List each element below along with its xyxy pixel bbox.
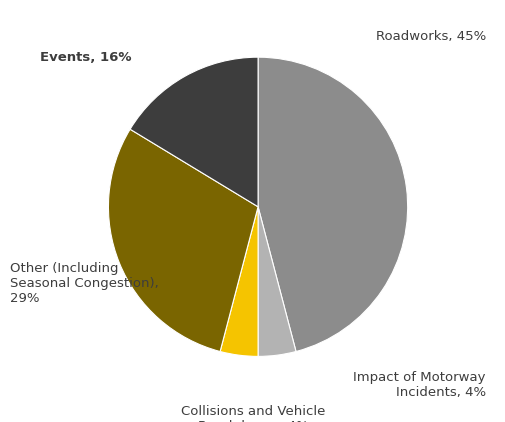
Wedge shape xyxy=(220,207,258,357)
Wedge shape xyxy=(258,57,407,352)
Text: Impact of Motorway
Incidents, 4%: Impact of Motorway Incidents, 4% xyxy=(352,371,485,399)
Wedge shape xyxy=(258,207,295,357)
Text: Events, 16%: Events, 16% xyxy=(40,51,132,64)
Wedge shape xyxy=(108,129,258,352)
Text: Collisions and Vehicle
Breakdowns, 4%: Collisions and Vehicle Breakdowns, 4% xyxy=(180,405,325,422)
Text: Roadworks, 45%: Roadworks, 45% xyxy=(375,30,485,43)
Text: Other (Including
Seasonal Congestion),
29%: Other (Including Seasonal Congestion), 2… xyxy=(10,262,159,305)
Wedge shape xyxy=(130,57,258,207)
